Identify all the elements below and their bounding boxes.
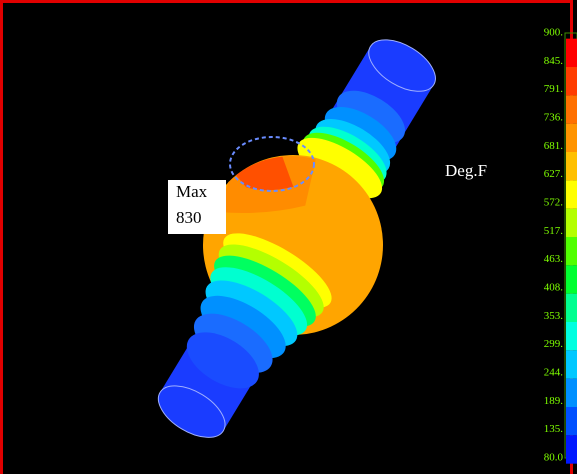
legend-label: 189.: [544, 395, 564, 407]
legend-swatch: [566, 209, 577, 237]
legend-label: 463.: [544, 253, 564, 265]
annotation-text: Max: [176, 182, 208, 201]
legend-label: 80.0: [544, 452, 564, 464]
legend-swatch: [566, 407, 577, 435]
legend-label: 791.: [544, 83, 564, 95]
legend-swatch: [566, 152, 577, 180]
legend-label: 353.: [544, 310, 564, 322]
legend-label: 135.: [544, 423, 564, 435]
legend-label: 900.: [544, 27, 564, 39]
legend-label: 572.: [544, 197, 564, 209]
legend-swatch: [566, 265, 577, 293]
legend-swatch: [566, 67, 577, 95]
legend-swatch: [566, 435, 577, 463]
legend-swatch: [566, 95, 577, 123]
legend-swatch: [566, 294, 577, 322]
legend-label: 299.: [544, 338, 564, 350]
legend-label: 627.: [544, 168, 564, 180]
legend-swatch: [566, 180, 577, 208]
legend-swatch: [566, 237, 577, 265]
unit-label: Deg.F: [445, 161, 487, 180]
legend-label: 681.: [544, 140, 564, 152]
legend-label: 736.: [544, 112, 564, 124]
annotation-text: 830: [176, 208, 202, 227]
legend-label: 845.: [544, 55, 564, 67]
legend-swatch: [566, 350, 577, 378]
legend-label: 408.: [544, 282, 564, 294]
legend-swatch: [566, 379, 577, 407]
viewport: Max 830 Deg.F 900. 845. 791. 736. 681. 627. 57…: [0, 0, 577, 474]
legend-swatch: [566, 124, 577, 152]
legend-label: 244.: [544, 367, 564, 379]
legend-swatch: [566, 39, 577, 67]
legend-label: 517.: [544, 225, 564, 237]
legend-swatch: [566, 322, 577, 350]
